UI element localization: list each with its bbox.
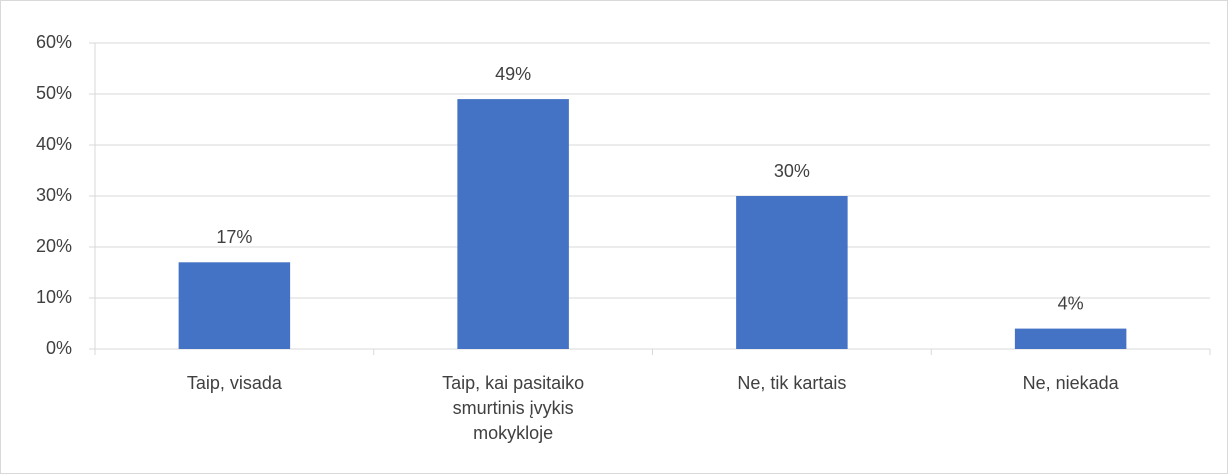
data-label: 17% [216,227,252,247]
y-tick-label: 50% [36,83,72,103]
bar [178,262,291,349]
x-tick-label: Taip, visada [186,373,282,393]
data-label: 30% [774,161,810,181]
y-tick-label: 0% [46,338,72,358]
y-tick-label: 20% [36,236,72,256]
x-tick-label: Ne, tik kartais [737,373,847,393]
x-tick-label: Ne, niekada [1022,373,1119,393]
y-tick-label: 40% [36,134,72,154]
y-tick-label: 60% [36,32,72,52]
y-tick-label: 10% [36,287,72,307]
bar [736,196,848,349]
data-label: 4% [1058,293,1084,313]
data-label: 49% [495,64,531,84]
y-tick-label: 30% [36,185,72,205]
bar [457,99,569,349]
bar [1014,328,1127,349]
x-tick-label: Taip, kai pasitaiko smurtinis įvykis mok… [442,373,585,443]
